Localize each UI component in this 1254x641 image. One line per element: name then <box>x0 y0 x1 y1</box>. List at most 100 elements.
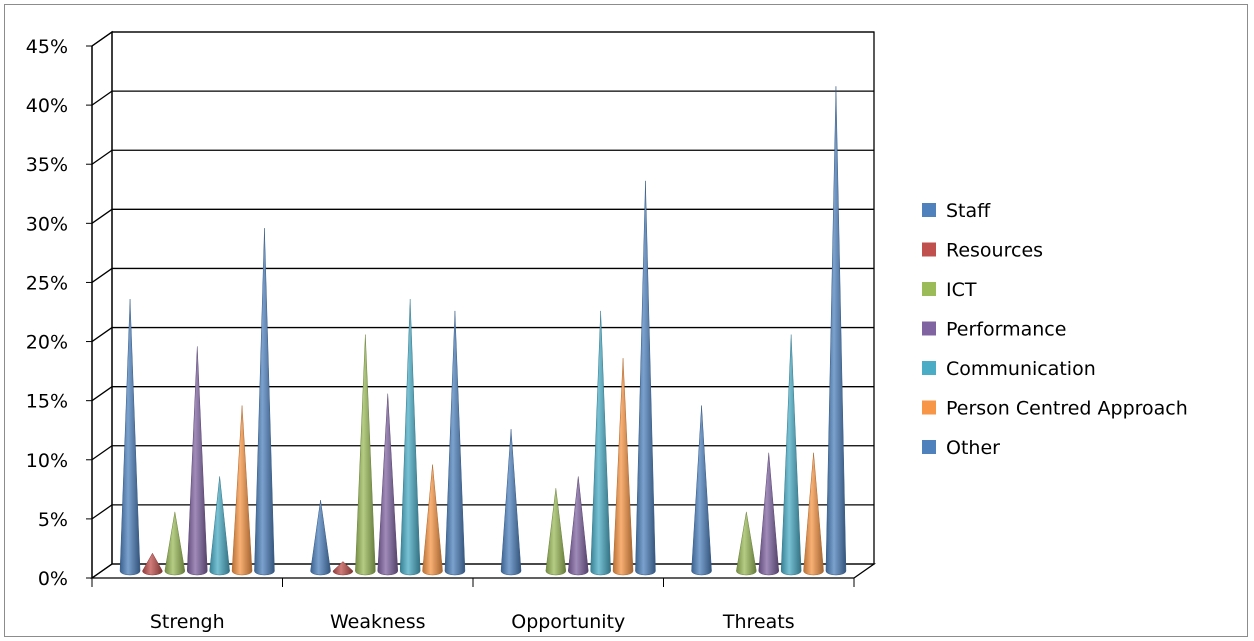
cone-body <box>186 346 208 576</box>
cone-body <box>399 299 421 576</box>
legend-item: Staff <box>922 200 991 222</box>
y-tick-label: 15% <box>26 391 68 413</box>
cone-person-centred-approach-strengh <box>231 405 253 576</box>
cone-ict-opportunity <box>545 488 567 576</box>
floor <box>89 563 877 579</box>
legend-swatch <box>922 282 936 296</box>
legend-swatch <box>922 440 936 454</box>
cone-performance-strengh <box>186 346 208 576</box>
cone-communication-threats <box>780 334 802 576</box>
x-tick-label: Threats <box>722 611 795 633</box>
legend-swatch <box>922 361 936 375</box>
y-tick-label: 0% <box>38 568 68 590</box>
gridlines <box>91 31 874 520</box>
legend-swatch <box>922 203 936 217</box>
y-tick-label: 40% <box>26 95 68 117</box>
legend-swatch <box>922 321 936 336</box>
cone-body <box>567 476 589 576</box>
legend-label: Person Centred Approach <box>946 398 1188 420</box>
y-tick-label: 30% <box>26 213 68 235</box>
cone-staff-strengh <box>119 299 141 576</box>
legend-item: Resources <box>922 240 1043 262</box>
cone-body <box>377 393 399 576</box>
cone-body <box>612 358 634 576</box>
legend-label: Performance <box>946 319 1066 341</box>
cone-body <box>758 452 780 576</box>
cone-communication-weakness <box>399 299 421 576</box>
cone-body <box>254 228 275 576</box>
cone-staff-threats <box>691 405 712 576</box>
cone-ict-threats <box>736 511 757 576</box>
cone-marks <box>119 86 847 576</box>
gridline <box>91 326 874 343</box>
side-wall <box>91 30 113 580</box>
gridline <box>91 445 874 461</box>
cone-body <box>119 299 141 576</box>
y-tick-label: 35% <box>26 154 68 176</box>
cone-body <box>825 86 847 576</box>
legend-swatch <box>922 242 936 257</box>
y-tick-label: 20% <box>26 332 68 354</box>
cone-body <box>310 500 331 576</box>
cone-ict-strengh <box>164 511 186 576</box>
cone-other-opportunity <box>635 180 656 576</box>
cone-person-centred-approach-threats <box>803 452 824 576</box>
cone-body <box>780 334 802 576</box>
cone-performance-opportunity <box>567 476 589 576</box>
cone-resources-strengh <box>142 552 163 576</box>
legend-label: Resources <box>946 240 1043 262</box>
back-wall <box>111 31 875 565</box>
y-axis-ticks: 0% 5% 10% 15% 20% 25% 30% 35% 40% 45% <box>26 36 93 590</box>
legend-item: Other <box>922 437 1000 459</box>
cone-person-centred-approach-opportunity <box>612 358 634 576</box>
cone-body <box>545 488 567 576</box>
cone-body <box>422 464 443 576</box>
x-tick-label: Weakness <box>330 611 426 633</box>
cone-body <box>355 334 376 576</box>
x-tick-label: Opportunity <box>511 611 625 633</box>
cone-body <box>803 452 824 576</box>
y-tick-label: 25% <box>26 272 68 294</box>
cone-staff-opportunity <box>500 429 522 576</box>
y-tick-label: 10% <box>26 450 68 472</box>
cone-body <box>736 511 757 576</box>
cone-person-centred-approach-weakness <box>422 464 443 576</box>
cone-other-weakness <box>444 310 466 576</box>
cone-body <box>231 405 253 576</box>
cone-performance-threats <box>758 452 780 576</box>
cone-communication-strengh <box>209 476 230 576</box>
gridline <box>91 267 874 283</box>
x-tick-label: Strengh <box>150 611 225 633</box>
chart-walls <box>89 30 877 580</box>
chart-frame <box>4 4 1248 637</box>
y-tick-label: 5% <box>38 509 68 531</box>
cone-communication-opportunity <box>590 310 611 576</box>
cone-body <box>209 476 230 576</box>
cone-body <box>164 511 186 576</box>
cone-body <box>635 180 656 576</box>
legend-item: Person Centred Approach <box>922 398 1188 420</box>
gridline <box>91 31 874 47</box>
cone-body <box>500 429 522 576</box>
cone-ict-weakness <box>355 334 376 576</box>
legend-label: ICT <box>946 279 977 301</box>
y-tick-label: 45% <box>26 36 68 58</box>
cone-body <box>142 552 163 576</box>
legend-label: Staff <box>946 200 991 222</box>
cone-performance-weakness <box>377 393 399 576</box>
gridline <box>91 208 874 224</box>
legend: Staff Resources ICT Performance Communicatio… <box>922 200 1188 459</box>
x-axis: Strengh Weakness Opportunity Threats <box>91 578 855 633</box>
legend-label: Other <box>946 437 1000 459</box>
cone-resources-weakness <box>332 561 354 576</box>
legend-item: Performance <box>922 319 1066 341</box>
gridline <box>91 504 874 520</box>
cone-body <box>332 561 354 576</box>
gridline <box>91 149 874 165</box>
cone-body <box>590 310 611 576</box>
cone-other-strengh <box>254 228 275 576</box>
gridline <box>91 386 874 402</box>
gridline <box>91 90 874 106</box>
legend-item: ICT <box>922 279 977 301</box>
